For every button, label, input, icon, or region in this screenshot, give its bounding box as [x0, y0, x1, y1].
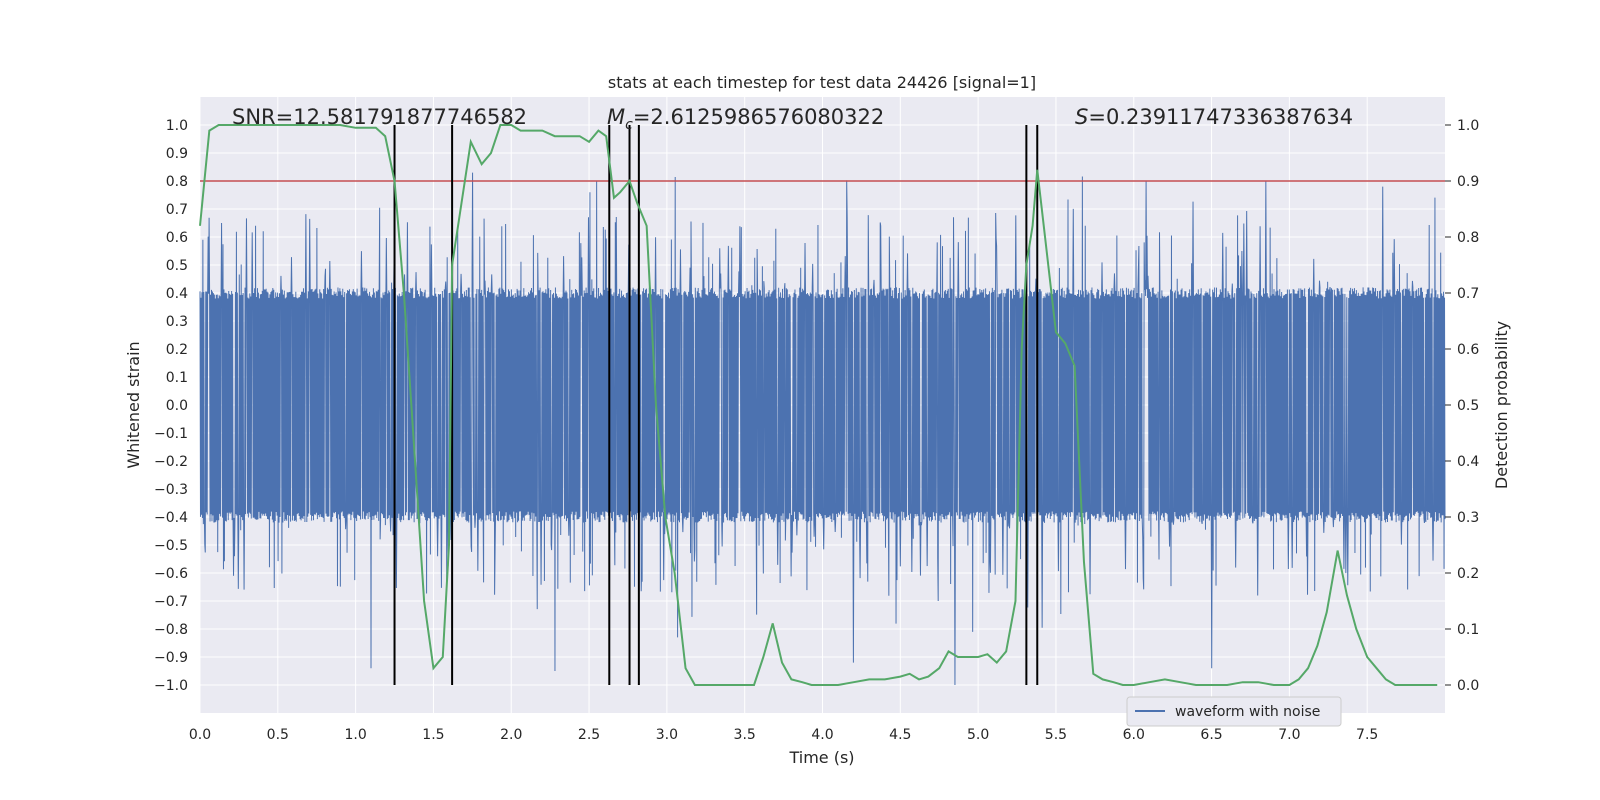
y-left-tick-label-13: −0.3	[154, 482, 188, 498]
x-tick-label-1: 0.5	[267, 727, 289, 743]
x-tick-label-7: 3.5	[734, 727, 756, 743]
waveform-series	[199, 172, 1446, 686]
y-right-tick-label-1: 0.9	[1457, 174, 1479, 190]
y-right-tick-label-7: 0.3	[1457, 510, 1479, 526]
y-left-tick-label-12: −0.2	[154, 454, 188, 470]
y-left-tick-label-6: 0.4	[166, 286, 188, 302]
mc-subscript: c	[625, 117, 633, 133]
y-right-tick-label-6: 0.4	[1457, 454, 1479, 470]
y-left-tick-label-11: −0.1	[154, 426, 188, 442]
x-tick-label-8: 4.0	[811, 727, 833, 743]
y-left-tick-label-18: −0.8	[154, 622, 188, 638]
event-lines	[393, 125, 1039, 685]
x-tick-label-9: 4.5	[889, 727, 911, 743]
mc-symbol: M	[607, 105, 625, 129]
y-left-tick-label-7: 0.3	[166, 314, 188, 330]
y-left-tick-label-15: −0.5	[154, 538, 188, 554]
y-right-tick-label-10: 0.0	[1457, 678, 1479, 694]
waveform-line	[199, 172, 1446, 686]
x-tick-label-10: 5.0	[967, 727, 989, 743]
snr-annotation: SNR=12.581791877746582	[232, 105, 527, 129]
x-tick-label-5: 2.5	[578, 727, 600, 743]
s-symbol: S	[1075, 105, 1088, 129]
y-left-tick-label-8: 0.2	[166, 342, 188, 358]
mc-value: =2.6125986576080322	[633, 105, 884, 129]
x-tick-label-0: 0.0	[189, 727, 211, 743]
x-tick-label-4: 2.0	[500, 727, 522, 743]
x-axis-ticks: 0.0 0.5 1.0 1.5 2.0 2.5 3.0 3.5 4.0 4.5 5.0 5.5 6.0 6…	[189, 727, 1378, 743]
mc-annotation: Mc=2.6125986576080322	[607, 105, 884, 133]
y-left-tick-label-20: −1.0	[154, 678, 188, 694]
x-tick-label-14: 7.0	[1278, 727, 1300, 743]
y-right-tick-label-3: 0.7	[1457, 286, 1479, 302]
y-right-axis-ticks: 1.0 0.9 0.8 0.7 0.6 0.5 0.4 0.3 0.2 0.1 0.0	[1445, 118, 1479, 694]
legend: waveform with noise	[1126, 696, 1342, 727]
y-right-tick-label-8: 0.2	[1457, 566, 1479, 582]
y-left-tick-label-2: 0.8	[166, 174, 188, 190]
y-left-tick-label-9: 0.1	[166, 370, 188, 386]
x-tick-label-15: 7.5	[1356, 727, 1378, 743]
y-left-tick-label-5: 0.5	[166, 258, 188, 274]
y-left-tick-label-17: −0.7	[154, 594, 188, 610]
x-tick-label-11: 5.5	[1045, 727, 1067, 743]
y-left-tick-label-14: −0.4	[154, 510, 188, 526]
probability-line	[199, 124, 1438, 686]
y-left-tick-label-19: −0.9	[154, 650, 188, 666]
x-tick-label-12: 6.0	[1123, 727, 1145, 743]
y-left-axis-ticks: 1.0 0.9 0.8 0.7 0.6 0.5 0.4 0.3 0.2 0.1 0.0 −0.1 −0.…	[154, 118, 188, 694]
y-right-tick-label-2: 0.8	[1457, 230, 1479, 246]
chart-title: stats at each timestep for test data 244…	[608, 73, 1036, 92]
y-left-tick-label-10: 0.0	[166, 398, 188, 414]
x-tick-label-13: 6.5	[1200, 727, 1222, 743]
x-axis-label: Time (s)	[788, 748, 854, 767]
y-right-tick-label-4: 0.6	[1457, 342, 1479, 358]
x-tick-label-3: 1.5	[422, 727, 444, 743]
y-left-tick-label-1: 0.9	[166, 146, 188, 162]
s-value: =0.23911747336387634	[1088, 105, 1353, 129]
legend-label-waveform: waveform with noise	[1175, 704, 1320, 720]
y-right-tick-label-0: 1.0	[1457, 118, 1479, 134]
y-left-tick-label-16: −0.6	[154, 566, 188, 582]
x-tick-label-6: 3.0	[656, 727, 678, 743]
y-left-tick-label-4: 0.6	[166, 230, 188, 246]
y-right-tick-label-9: 0.1	[1457, 622, 1479, 638]
legend-box	[1126, 696, 1342, 727]
y-right-axis-label: Detection probability	[1492, 321, 1511, 489]
y-left-tick-label-0: 1.0	[166, 118, 188, 134]
y-right-tick-label-5: 0.5	[1457, 398, 1479, 414]
x-tick-label-2: 1.0	[344, 727, 366, 743]
probability-series	[199, 124, 1438, 686]
s-annotation: S=0.23911747336387634	[1075, 105, 1353, 129]
y-left-tick-label-3: 0.7	[166, 202, 188, 218]
y-left-axis-label: Whitened strain	[124, 341, 143, 468]
